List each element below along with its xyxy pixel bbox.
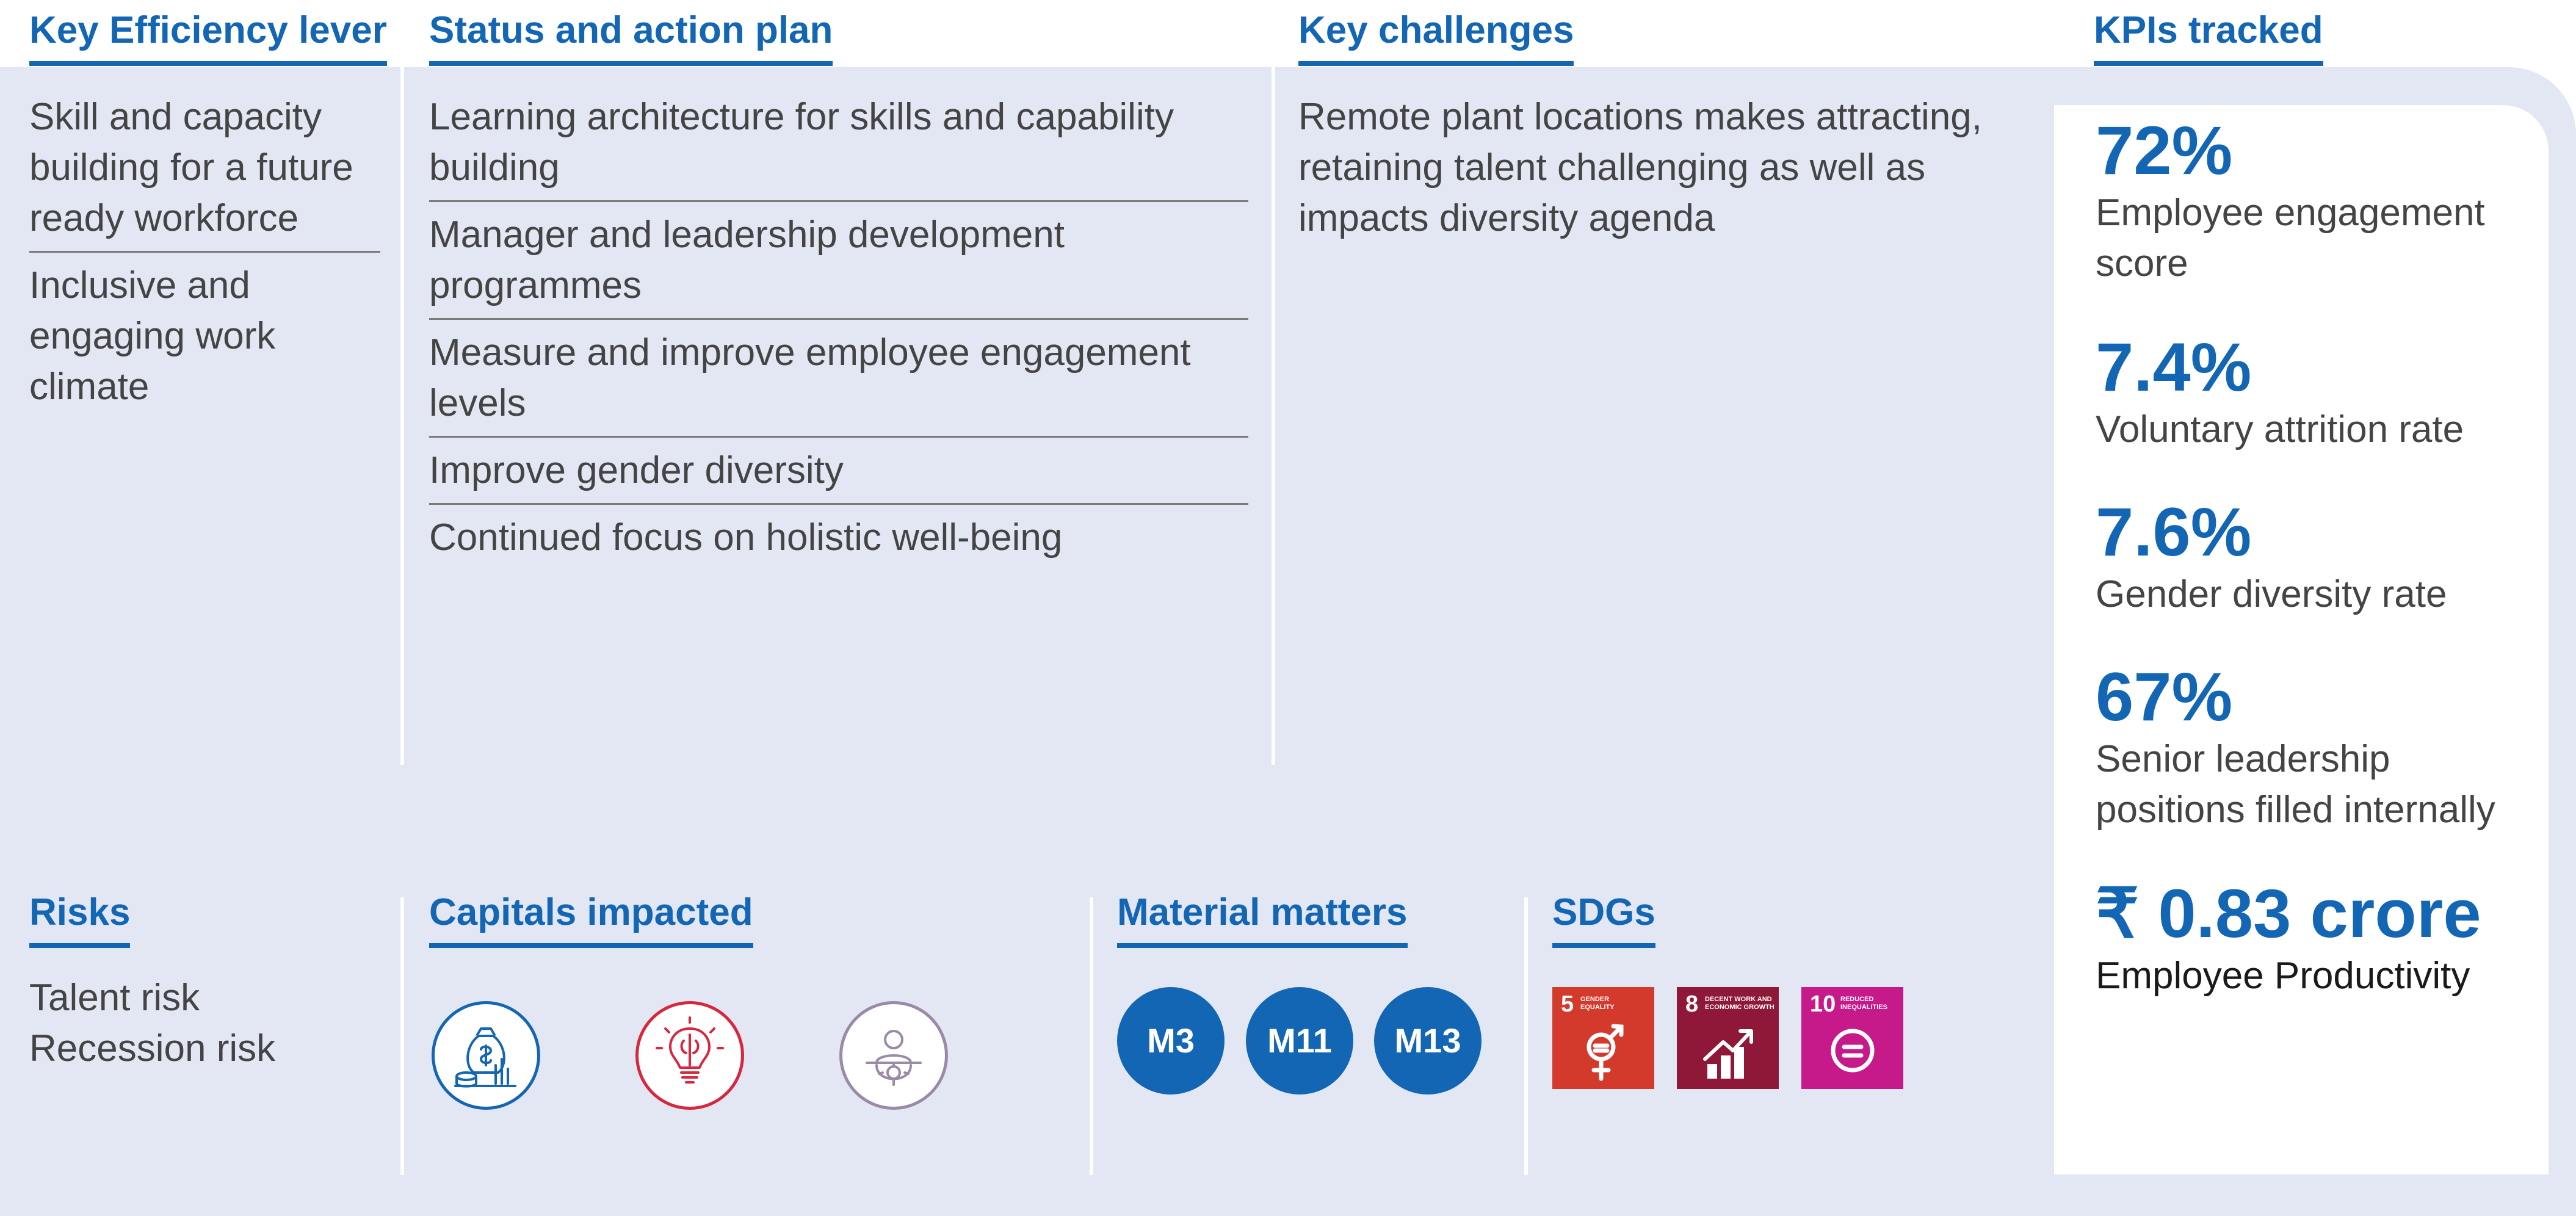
status-action-plan-heading: Status and action plan (429, 6, 833, 66)
column-divider (1524, 897, 1528, 1175)
material-matter-badge: M11 (1246, 987, 1353, 1095)
column-divider (400, 67, 404, 765)
sdg-caption: DECENT WORK AND ECONOMIC GROWTH (1705, 996, 1775, 1011)
reduced-inequalities-icon (1831, 1029, 1875, 1073)
sdgs-heading: SDGs (1552, 888, 1655, 948)
status-item: Continued focus on holistic well-being (429, 516, 1063, 559)
sdg-caption: GENDER EQUALITY (1580, 996, 1615, 1011)
material-matters-heading: Material matters (1117, 888, 1408, 948)
column-divider (1090, 897, 1093, 1175)
sdg-caption: REDUCED INEQUALITIES (1840, 996, 1888, 1011)
intellectual-capital-icon (635, 1001, 744, 1110)
risk-item: Recession risk (29, 1027, 276, 1069)
human-capital-icon (839, 1001, 948, 1110)
kpis-tracked-heading: KPIs tracked (2094, 6, 2323, 66)
kpi-value: 7.4% (2096, 329, 2252, 405)
risks-heading: Risks (29, 888, 131, 948)
gender-equality-icon (1586, 1024, 1624, 1081)
kpi-value: 7.6% (2096, 494, 2252, 570)
kpi-value: ₹ 0.83 crore (2096, 875, 2481, 952)
kpi-label: Senior leadership positions filled inter… (2096, 738, 2495, 831)
sdg-number: 10 (1810, 991, 1836, 1017)
lever-item: Skill and capacity building for a future… (29, 92, 380, 253)
kpi-value: 67% (2096, 659, 2233, 735)
status-item: Manager and leadership development progr… (429, 209, 1248, 320)
kpi-item: 72% Employee engagement score (2096, 114, 2547, 289)
kpi-card: 72% Employee engagement score 7.4% Volun… (2054, 105, 2549, 1174)
status-item: Measure and improve employee engagement … (429, 327, 1248, 438)
column-divider (1272, 67, 1275, 765)
key-challenges-heading: Key challenges (1298, 6, 1574, 66)
key-efficiency-lever-heading: Key Efficiency lever (29, 6, 387, 66)
status-item: Learning architecture for skills and cap… (429, 92, 1248, 202)
material-matter-badge: M3 (1117, 987, 1225, 1095)
kpi-item: 67% Senior leadership positions filled i… (2096, 660, 2547, 835)
lever-item: Inclusive and engaging work climate (29, 264, 276, 408)
sdg-number: 5 (1561, 991, 1574, 1017)
kpi-value: 72% (2096, 112, 2233, 189)
risk-item: Talent risk (29, 977, 200, 1019)
capitals-impacted-heading: Capitals impacted (429, 888, 753, 948)
column-divider (400, 897, 404, 1175)
sdg-number: 8 (1685, 991, 1699, 1017)
risks-list: Talent risk Recession risk (29, 972, 371, 1074)
material-matter-badge: M13 (1374, 987, 1482, 1095)
kpi-label: Employee engagement score (2096, 192, 2485, 284)
kpi-label: Gender diversity rate (2096, 573, 2447, 615)
lever-list: Skill and capacity building for a future… (29, 92, 380, 427)
challenges-text: Remote plant locations makes attracting,… (1298, 96, 1982, 239)
kpi-label: Employee Productivity (2096, 955, 2470, 997)
sdg-8-decent-work-tile: 8 DECENT WORK AND ECONOMIC GROWTH (1677, 987, 1779, 1089)
status-item: Improve gender diversity (429, 445, 1248, 505)
kpi-item: ₹ 0.83 crore Employee Productivity (2096, 877, 2547, 1001)
sdg-5-gender-equality-tile: 5 GENDER EQUALITY (1552, 987, 1654, 1089)
kpi-item: 7.6% Gender diversity rate (2096, 496, 2547, 620)
sdg-10-reduced-inequalities-tile: 10 REDUCED INEQUALITIES (1801, 987, 1903, 1089)
kpi-label: Voluntary attrition rate (2096, 408, 2464, 451)
economic-growth-icon (1703, 1029, 1753, 1079)
status-list: Learning architecture for skills and cap… (429, 92, 1248, 577)
financial-capital-icon (432, 1001, 540, 1110)
kpi-item: 7.4% Voluntary attrition rate (2096, 331, 2547, 455)
